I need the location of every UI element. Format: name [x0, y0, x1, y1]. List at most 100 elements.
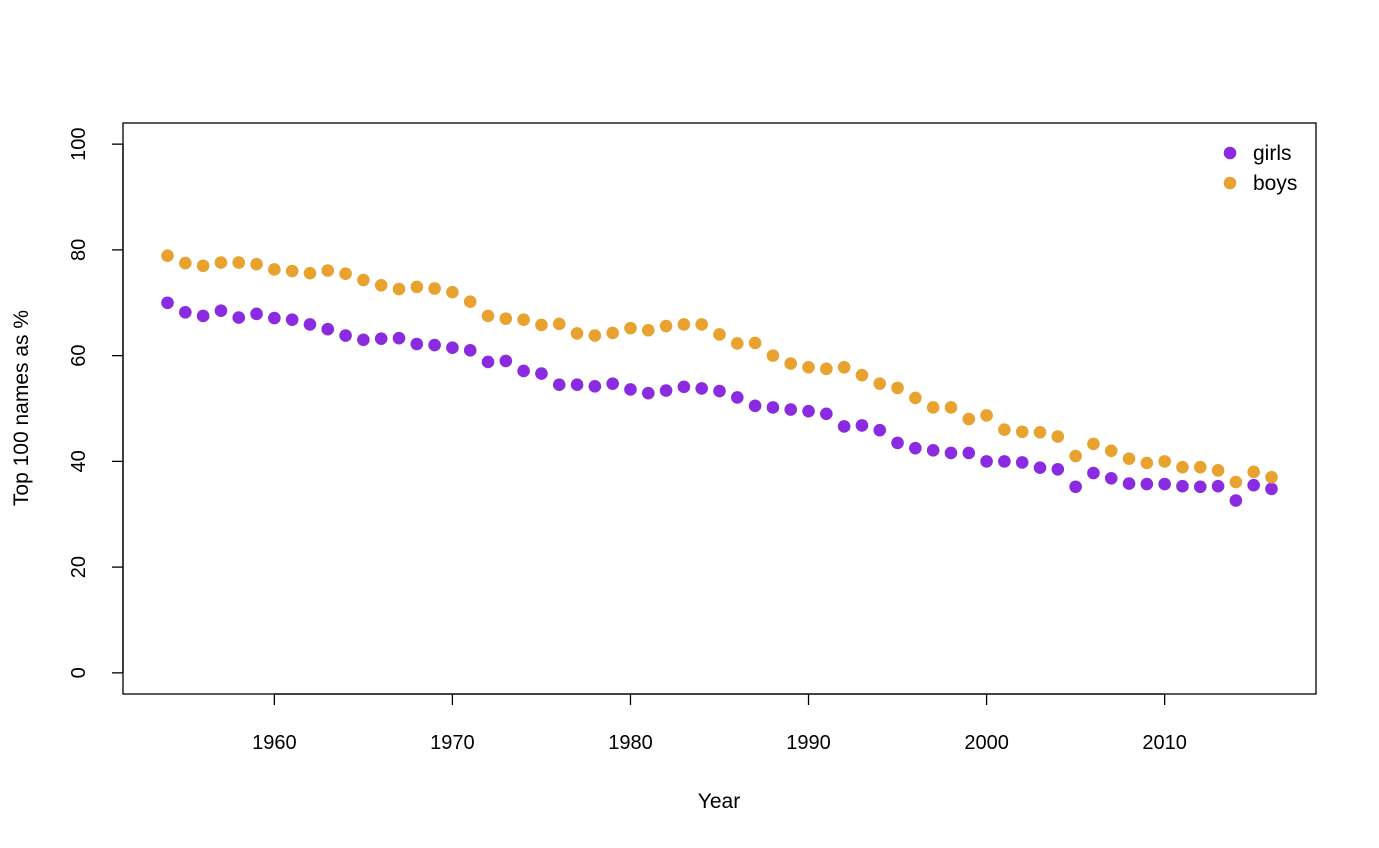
girls-point	[802, 404, 815, 418]
girls-point	[161, 296, 174, 310]
y-tick-label: 0	[68, 667, 90, 678]
y-tick-label: 40	[68, 450, 90, 472]
x-tick-label: 1960	[252, 732, 297, 754]
girls-point	[1265, 482, 1278, 496]
girls-point	[179, 305, 192, 319]
boys-point	[570, 327, 584, 340]
girls-point	[303, 318, 317, 331]
x-axis: 1960 1970 1980 1990 2000 2010	[252, 693, 1187, 754]
boys-point	[1176, 460, 1189, 474]
legend-label-girls: girls	[1253, 142, 1292, 165]
boys-point	[499, 312, 513, 325]
girls-point	[1176, 479, 1189, 493]
boys-point	[855, 368, 869, 382]
girls-point	[641, 386, 655, 400]
legend-marker-girls	[1223, 146, 1237, 160]
boys-point	[1193, 460, 1207, 474]
boys-point	[962, 412, 976, 426]
girls-point	[481, 355, 495, 369]
boys-point	[1122, 452, 1136, 466]
girls-point	[1122, 477, 1136, 490]
girls-point	[1051, 463, 1065, 476]
boys-point	[463, 295, 477, 309]
girls-point	[552, 378, 566, 392]
x-tick-label: 1970	[430, 732, 475, 754]
girls-point	[837, 420, 851, 433]
girls-point	[855, 419, 869, 432]
data-points	[161, 249, 1278, 507]
boys-point	[1069, 449, 1082, 463]
boys-point	[552, 317, 566, 331]
girls-point	[766, 401, 780, 414]
legend: girls boys	[1223, 142, 1297, 195]
boys-point	[588, 329, 602, 342]
girls-point	[232, 311, 246, 324]
girls-point	[517, 364, 530, 378]
x-tick-label: 2000	[964, 732, 1009, 754]
girls-point	[321, 322, 335, 336]
y-tick-label: 100	[68, 127, 90, 160]
y-tick-label: 20	[68, 556, 90, 578]
boys-point	[1087, 437, 1100, 451]
girls-point	[944, 446, 958, 460]
boys-point	[428, 282, 441, 295]
girls-point	[1211, 479, 1225, 493]
legend-label-boys: boys	[1253, 172, 1297, 195]
x-axis-title: Year	[698, 790, 740, 813]
y-tick-label: 60	[68, 345, 90, 367]
boys-point	[1247, 465, 1260, 479]
girls-point	[535, 367, 548, 380]
boys-point	[713, 328, 726, 341]
y-tick-label: 80	[68, 239, 90, 261]
girls-point	[410, 337, 424, 351]
boys-point	[250, 257, 263, 271]
boys-point	[998, 423, 1011, 436]
boys-point	[285, 264, 299, 278]
girls-point	[1104, 471, 1118, 485]
girls-point	[339, 329, 352, 342]
boys-point	[196, 259, 210, 273]
boys-point	[268, 263, 281, 276]
girls-point	[695, 382, 708, 395]
boys-point	[303, 266, 317, 280]
boys-point	[980, 409, 993, 422]
boys-point	[766, 349, 780, 362]
girls-point	[214, 304, 228, 317]
girls-point	[250, 307, 263, 321]
girls-point	[463, 344, 477, 357]
boys-point	[926, 401, 940, 414]
girls-point	[748, 399, 762, 413]
girls-point	[1229, 494, 1243, 507]
boys-point	[321, 264, 335, 277]
boys-point	[944, 401, 958, 414]
boys-point	[1033, 425, 1047, 439]
girls-point	[980, 455, 993, 468]
girls-point	[1087, 466, 1100, 480]
boys-point	[481, 309, 495, 323]
boys-point	[837, 360, 851, 374]
boys-point	[517, 313, 530, 326]
girls-point	[624, 383, 637, 396]
plot-frame	[122, 122, 1317, 695]
x-tick-label: 1990	[786, 732, 831, 754]
boys-point	[535, 318, 548, 332]
girls-point	[998, 455, 1011, 468]
boys-point	[1158, 455, 1171, 468]
girls-point	[1069, 480, 1082, 494]
girls-point	[357, 333, 370, 347]
girls-point	[1158, 477, 1171, 491]
girls-point	[392, 331, 406, 345]
girls-point	[285, 313, 299, 326]
girls-point	[677, 380, 691, 394]
x-tick-label: 2010	[1142, 732, 1187, 754]
boys-point	[820, 362, 833, 376]
girls-point	[731, 391, 744, 404]
girls-point	[570, 378, 584, 392]
girls-point	[588, 379, 602, 393]
boys-point	[1051, 430, 1065, 443]
series-girls	[161, 296, 1278, 507]
girls-point	[606, 377, 619, 390]
girls-point	[926, 443, 940, 457]
boys-point	[641, 323, 655, 337]
